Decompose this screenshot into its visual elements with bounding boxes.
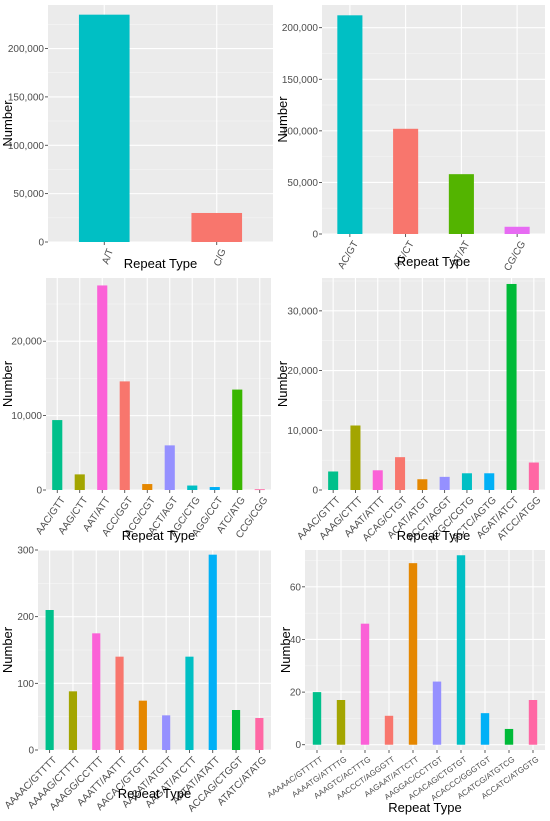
bar-atatc-atatg bbox=[255, 718, 264, 750]
chart-panel-1: 0 50,000 100,000 150,000 200,000 A/T C/G Repeat… bbox=[0, 5, 273, 271]
bar-ccg-cgg bbox=[254, 489, 265, 491]
bar-aac-gtt bbox=[52, 420, 63, 490]
bar-aacac-gtgtt bbox=[138, 700, 147, 750]
x-tick-label: AC/GT bbox=[336, 239, 361, 271]
bar-atcc-atgg bbox=[528, 462, 539, 490]
x-axis-title: Repeat Type bbox=[388, 800, 461, 815]
bar-acg-cgt bbox=[142, 484, 153, 490]
bar-acgc-cgtg bbox=[461, 473, 472, 490]
x-tick-label: C/G bbox=[212, 247, 228, 268]
y-tick-label: 0 bbox=[38, 238, 44, 249]
bar-at-at bbox=[448, 174, 474, 234]
x-axis-title: Repeat Type bbox=[122, 528, 195, 543]
y-tick-label: 300 bbox=[17, 546, 34, 557]
y-axis-title: Number bbox=[278, 626, 293, 673]
bar-cg-cg bbox=[504, 226, 530, 234]
y-tick-label: 100 bbox=[17, 679, 34, 690]
bar-actc-agtg bbox=[484, 473, 495, 490]
x-axis-title: Repeat Type bbox=[118, 786, 191, 801]
bar-aaaac-gtttt bbox=[45, 610, 54, 750]
y-tick-label: 0 bbox=[28, 746, 34, 757]
bar-aag-ctt bbox=[74, 474, 85, 490]
bar-acaccc-gggtgt bbox=[480, 713, 490, 745]
y-axis-title: Number bbox=[275, 96, 290, 143]
bar-c-g bbox=[191, 212, 243, 242]
x-tick-label: A/T bbox=[100, 247, 116, 265]
bar-acat-atgt bbox=[417, 479, 428, 490]
bar-aagaat-attctt bbox=[408, 563, 418, 745]
chart-panel-4: 010,00020,00030,000AAAC/GTTTAAAG/CTTTAAA… bbox=[275, 278, 545, 545]
y-tick-label: 200,000 bbox=[8, 44, 45, 55]
bar-accatc-atggtg bbox=[528, 700, 538, 745]
y-tick-label: 20,000 bbox=[11, 337, 42, 348]
y-tick-label: 100,000 bbox=[8, 141, 45, 152]
bar-aaaatg-attttg bbox=[336, 700, 346, 745]
bar-act-agt bbox=[164, 445, 175, 490]
bar-aaagg-ccttt bbox=[92, 633, 101, 750]
bar-agg-cct bbox=[209, 487, 220, 490]
y-tick-label: 0 bbox=[312, 230, 318, 241]
x-axis-title: Repeat Type bbox=[124, 256, 197, 271]
chart-panel-6: 0204060AAAAAC/GTTTTTAAAATG/ATTTTGAAAGTC/… bbox=[266, 550, 545, 815]
y-tick-label: 40 bbox=[290, 635, 302, 646]
bar-aacat-atgtt bbox=[162, 715, 171, 750]
bar-aatat-atatt bbox=[208, 554, 217, 750]
y-tick-label: 150,000 bbox=[8, 92, 45, 103]
y-axis-title: Number bbox=[0, 100, 15, 147]
y-tick-label: 10,000 bbox=[287, 426, 318, 437]
y-tick-label: 50,000 bbox=[13, 189, 44, 200]
bar-aaatt-aattt bbox=[115, 656, 124, 750]
y-tick-label: 0 bbox=[36, 486, 42, 497]
bar-accag-ctggt bbox=[231, 710, 241, 750]
y-axis-title: Number bbox=[0, 626, 15, 673]
bar-acag-ctgt bbox=[395, 457, 406, 490]
bar-aaccct-agggtt bbox=[384, 715, 394, 745]
bar-agat-atct bbox=[506, 283, 517, 490]
chart-panel-5: 0100200300AAAAC/GTTTTAAAAG/CTTTTAAAGG/CC… bbox=[0, 546, 271, 815]
bar-acct-aggt bbox=[439, 476, 450, 490]
bar-ac-gt bbox=[337, 15, 363, 235]
bar-ag-ct bbox=[393, 128, 419, 234]
bar-aaagtc-actttg bbox=[360, 623, 370, 745]
bar-acatcg-atgtcg bbox=[504, 728, 514, 745]
x-axis-title: Repeat Type bbox=[397, 528, 470, 543]
bar-aaag-cttt bbox=[350, 425, 361, 490]
bar-acacag-ctgtgt bbox=[456, 555, 466, 745]
y-tick-label: 20 bbox=[290, 688, 302, 699]
y-tick-label: 200,000 bbox=[282, 23, 319, 34]
bar-a-t bbox=[78, 14, 130, 243]
y-tick-label: 60 bbox=[290, 582, 302, 593]
x-tick-label: CG/CG bbox=[502, 239, 528, 273]
y-axis-title: Number bbox=[275, 360, 290, 407]
bar-acc-ggt bbox=[119, 381, 130, 490]
bar-aat-att bbox=[97, 285, 108, 490]
bar-aaac-gttt bbox=[328, 471, 339, 490]
bar-atc-atg bbox=[232, 389, 243, 490]
y-tick-label: 100,000 bbox=[282, 126, 319, 137]
bar-aaaag-ctttt bbox=[68, 691, 78, 750]
y-tick-label: 10,000 bbox=[11, 411, 42, 422]
chart-panel-3: 010,00020,000AAC/GTTAAG/CTTAAT/ATTACC/GG… bbox=[0, 278, 271, 543]
bar-aaaaac-gttttt bbox=[312, 692, 322, 745]
y-tick-label: 200 bbox=[17, 612, 34, 623]
y-tick-label: 0 bbox=[295, 740, 301, 751]
bar-aagat-atctt bbox=[185, 656, 194, 750]
bar-agc-ctg bbox=[187, 485, 198, 490]
y-axis-title: Number bbox=[0, 360, 15, 407]
y-tick-label: 50,000 bbox=[287, 178, 318, 189]
bar-aaggac-ccttgt bbox=[432, 681, 442, 745]
y-tick-label: 150,000 bbox=[282, 75, 319, 86]
y-tick-label: 30,000 bbox=[287, 306, 318, 317]
x-axis-title: Repeat Type bbox=[397, 254, 470, 269]
y-tick-label: 20,000 bbox=[287, 366, 318, 377]
y-tick-label: 0 bbox=[312, 486, 318, 497]
bar-aaat-attt bbox=[372, 470, 383, 490]
